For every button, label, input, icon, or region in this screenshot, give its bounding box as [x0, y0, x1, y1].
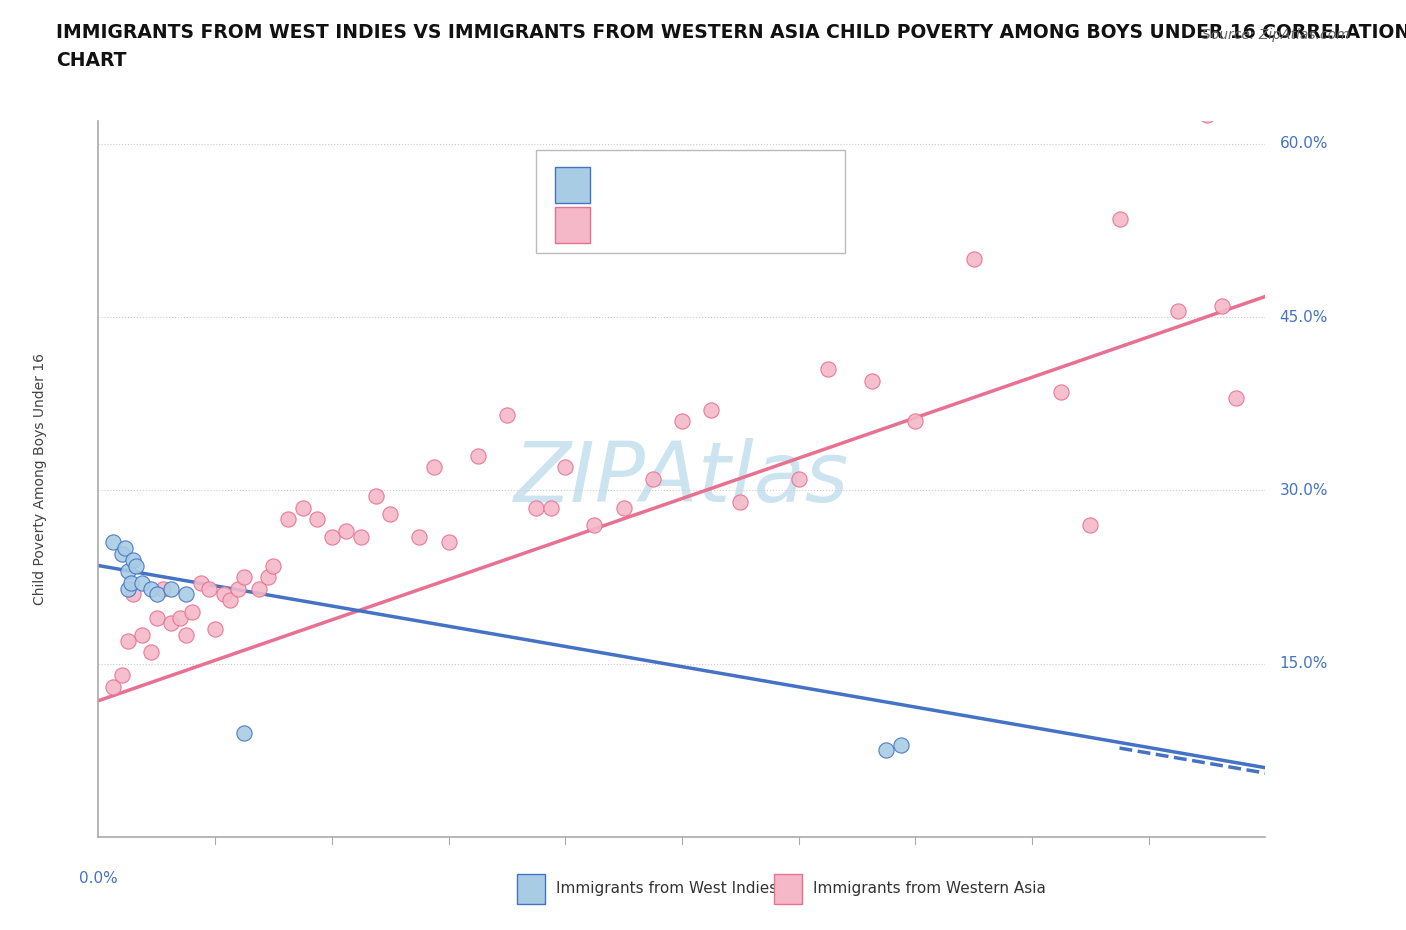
Point [120, 576, 142, 591]
Point [111, 547, 134, 562]
Point [408, 529, 430, 544]
Text: N =: N = [725, 216, 762, 233]
Point [364, 489, 387, 504]
Point [875, 743, 897, 758]
FancyBboxPatch shape [536, 150, 845, 253]
Point [787, 472, 810, 486]
Text: R =: R = [603, 216, 644, 233]
Point [817, 362, 839, 377]
Text: 15.0%: 15.0% [1279, 657, 1327, 671]
Point [1080, 518, 1102, 533]
Text: 0.633: 0.633 [651, 216, 703, 233]
Point [730, 495, 752, 510]
Point [291, 500, 314, 515]
Point [152, 581, 174, 596]
Point [212, 587, 235, 602]
Point [904, 414, 927, 429]
Point [114, 541, 136, 556]
Point [890, 737, 912, 752]
Point [122, 587, 145, 602]
Point [262, 558, 284, 573]
Point [146, 610, 169, 625]
Point [962, 252, 984, 267]
Point [496, 408, 519, 423]
Text: R =: R = [603, 177, 638, 194]
Point [160, 616, 183, 631]
Point [467, 448, 489, 463]
Point [233, 725, 256, 740]
Point [554, 460, 576, 475]
Point [218, 592, 240, 607]
Point [139, 644, 162, 659]
Point [117, 581, 139, 596]
Point [139, 581, 162, 596]
Point [101, 535, 124, 550]
Text: IMMIGRANTS FROM WEST INDIES VS IMMIGRANTS FROM WESTERN ASIA CHILD POVERTY AMONG : IMMIGRANTS FROM WEST INDIES VS IMMIGRANT… [56, 23, 1406, 42]
Point [204, 621, 226, 636]
Text: ZIPAtlas: ZIPAtlas [515, 438, 849, 520]
Point [307, 512, 329, 526]
Point [117, 633, 139, 648]
FancyBboxPatch shape [775, 873, 801, 904]
Text: Immigrants from Western Asia: Immigrants from Western Asia [813, 881, 1046, 897]
Point [380, 506, 402, 521]
Text: CHART: CHART [56, 51, 127, 70]
Text: N =: N = [725, 177, 762, 194]
Point [111, 668, 134, 683]
Point [174, 628, 197, 643]
FancyBboxPatch shape [517, 873, 546, 904]
Point [131, 576, 153, 591]
Point [117, 564, 139, 578]
Point [583, 518, 606, 533]
Text: 0.0%: 0.0% [79, 871, 118, 886]
Point [247, 581, 270, 596]
Text: Immigrants from West Indies: Immigrants from West Indies [555, 881, 778, 897]
Point [540, 500, 562, 515]
Point [125, 558, 148, 573]
Point [1050, 385, 1073, 400]
Point [641, 472, 664, 486]
Point [198, 581, 221, 596]
Point [256, 570, 278, 585]
Point [423, 460, 446, 475]
Point [321, 529, 343, 544]
Point [671, 414, 693, 429]
Point [860, 373, 883, 388]
Point [1225, 391, 1247, 405]
Point [233, 570, 256, 585]
Point [1108, 212, 1130, 227]
Text: 60.0%: 60.0% [1279, 137, 1327, 152]
Point [169, 610, 191, 625]
Point [228, 581, 250, 596]
Point [160, 581, 183, 596]
Text: 56: 56 [763, 216, 786, 233]
Text: Child Poverty Among Boys Under 16: Child Poverty Among Boys Under 16 [34, 353, 46, 604]
Text: 30.0%: 30.0% [1279, 483, 1327, 498]
Point [101, 680, 124, 695]
Point [335, 524, 357, 538]
Text: 45.0%: 45.0% [1279, 310, 1327, 325]
FancyBboxPatch shape [555, 167, 589, 204]
Point [122, 552, 145, 567]
Point [700, 402, 723, 417]
Point [131, 628, 153, 643]
Point [190, 576, 212, 591]
Point [180, 604, 202, 619]
Point [1195, 108, 1218, 123]
Point [350, 529, 373, 544]
Point [277, 512, 299, 526]
Text: 16: 16 [763, 177, 786, 194]
FancyBboxPatch shape [555, 206, 589, 243]
Point [1167, 304, 1189, 319]
Text: -0.615: -0.615 [643, 177, 702, 194]
Point [174, 587, 197, 602]
Point [146, 587, 169, 602]
Text: Source: ZipAtlas.com: Source: ZipAtlas.com [1202, 28, 1350, 42]
Point [437, 535, 460, 550]
Point [524, 500, 547, 515]
Point [1211, 299, 1233, 313]
Point [612, 500, 634, 515]
